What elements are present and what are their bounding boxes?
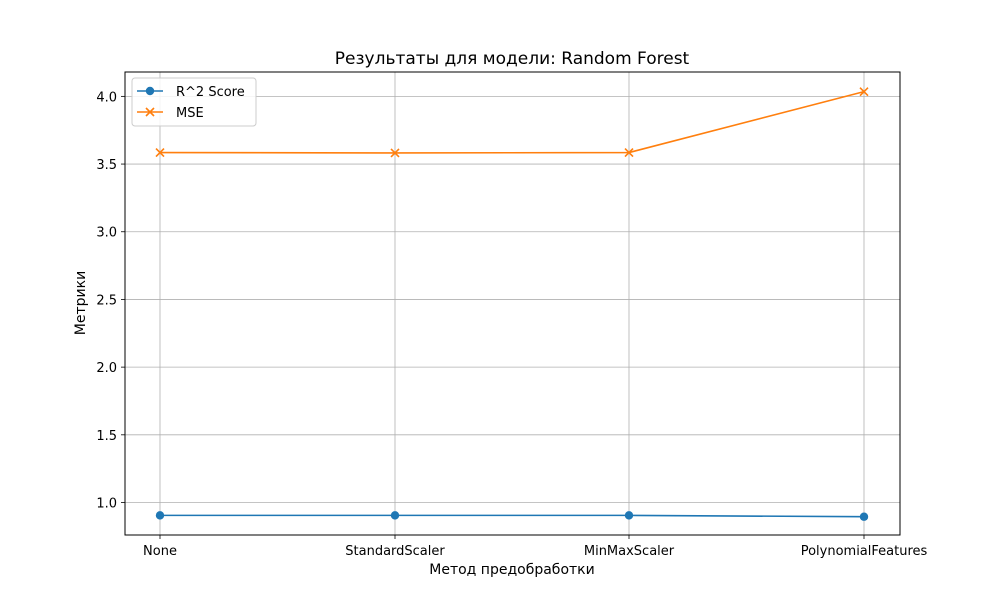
series-r2-score (155, 511, 869, 521)
y-tick-label: 3.0 (96, 226, 117, 241)
y-axis: 1.0 1.5 2.0 2.5 3.0 3.5 4.0 (96, 90, 125, 512)
x-tick-label: StandardScaler (345, 544, 445, 559)
x-axis: None StandardScaler MinMaxScaler Polynomial… (143, 535, 928, 559)
y-tick-label: 2.0 (96, 361, 117, 376)
y-tick-label: 4.0 (96, 90, 117, 105)
chart-title: Результаты для модели: Random Forest (335, 49, 690, 69)
legend-marker (145, 86, 155, 96)
series-line (160, 514, 865, 518)
series-group (155, 87, 869, 521)
data-point (859, 87, 869, 97)
data-point (155, 511, 165, 520)
y-tick-label: 3.5 (96, 158, 117, 173)
y-axis-label: Метрики (73, 271, 89, 335)
series-line (159, 90, 865, 154)
x-tick-label: MinMaxScaler (584, 544, 675, 559)
legend: R^2 Score MSE (131, 77, 257, 127)
data-point (624, 511, 634, 520)
y-tick-label: 1.5 (96, 429, 117, 444)
grid (125, 72, 900, 535)
legend-label: R^2 Score (176, 85, 245, 100)
series-mse (155, 87, 869, 158)
y-tick-label: 1.0 (96, 497, 117, 512)
plot-frame (124, 71, 901, 536)
x-axis-label: Метод предобработки (429, 562, 594, 578)
data-point (390, 511, 400, 520)
x-tick-label: None (143, 544, 177, 559)
data-point (859, 512, 869, 521)
data-point (155, 147, 165, 158)
x-tick-label: PolynomialFeatures (801, 544, 928, 559)
y-tick-label: 2.5 (96, 293, 117, 308)
legend-label: MSE (176, 106, 204, 121)
data-point (390, 148, 400, 158)
legend-box (131, 77, 257, 127)
legend-marker (145, 107, 155, 117)
data-point (624, 147, 634, 158)
